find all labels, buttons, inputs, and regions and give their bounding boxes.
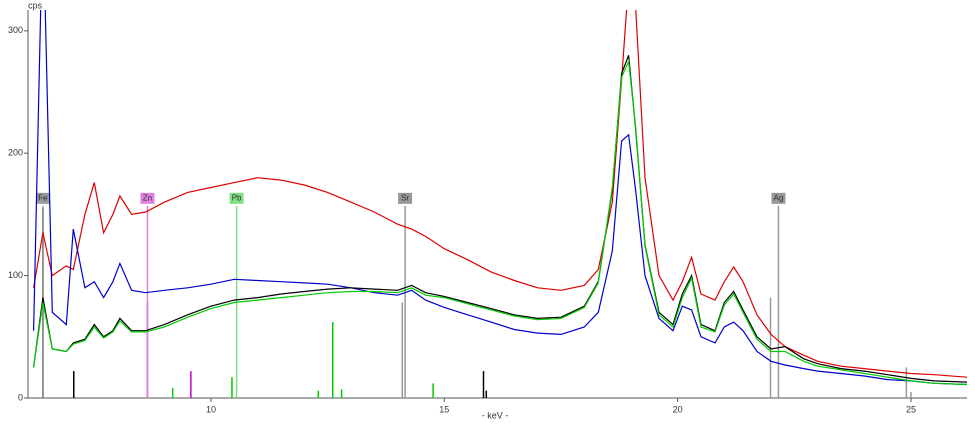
y-tick-label: 0 bbox=[18, 392, 23, 402]
spectrum-line bbox=[33, 10, 967, 378]
element-marker-box bbox=[140, 192, 155, 204]
element-marker-label: Pb bbox=[232, 193, 242, 202]
element-marker-label: Sr bbox=[401, 193, 409, 202]
spectrum-line bbox=[33, 10, 967, 386]
element-marker-label: Ag bbox=[774, 193, 784, 202]
y-axis-label: cps bbox=[28, 0, 43, 10]
element-marker-label: Zn bbox=[143, 193, 152, 202]
element-marker-box bbox=[35, 192, 50, 204]
element-marker-box bbox=[398, 192, 413, 204]
y-tick-label: 100 bbox=[8, 270, 23, 280]
spectrum-line bbox=[33, 59, 967, 386]
x-tick-label: 20 bbox=[673, 404, 683, 414]
x-tick-label: 15 bbox=[439, 404, 449, 414]
element-marker-box bbox=[771, 192, 786, 204]
element-marker-box bbox=[229, 192, 244, 204]
plot-area: Fe Zn Pb Sr Ag bbox=[33, 10, 967, 398]
spectrum-line bbox=[33, 55, 967, 383]
y-tick-label: 200 bbox=[8, 148, 23, 158]
element-marker-label: Fe bbox=[38, 193, 48, 202]
x-tick-label: 25 bbox=[906, 404, 916, 414]
y-tick-label: 300 bbox=[8, 25, 23, 35]
x-tick-label: 10 bbox=[206, 404, 216, 414]
x-axis-label: - keV - bbox=[482, 410, 509, 420]
